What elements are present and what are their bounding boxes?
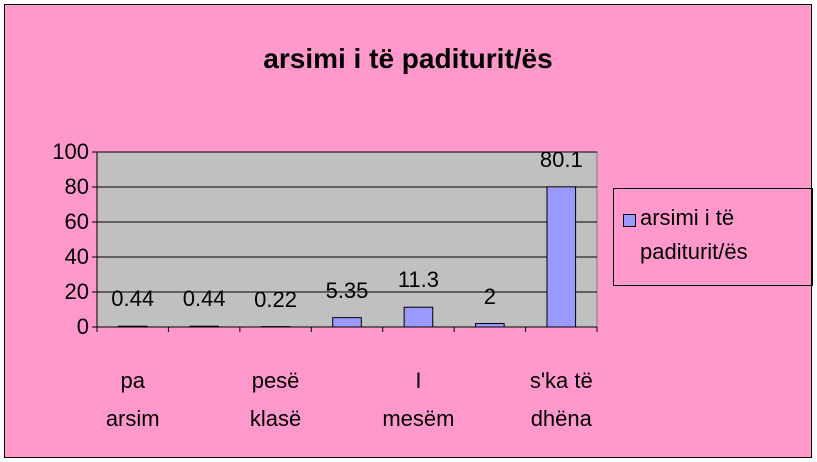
data-label: 0.44	[111, 286, 155, 312]
bar	[475, 323, 505, 328]
y-tick-label: 60	[64, 209, 89, 234]
bar	[403, 306, 434, 328]
y-tick-label: 40	[64, 244, 89, 269]
y-tick-label: 20	[64, 279, 89, 304]
data-label: 5.35	[325, 277, 369, 303]
y-tick-label: 80	[64, 174, 89, 199]
data-label: 0.22	[254, 286, 297, 312]
data-label: 80.1	[539, 146, 583, 172]
plot	[92, 151, 598, 332]
plot-area	[96, 151, 598, 328]
x-tick-label: pa arsim	[105, 368, 160, 431]
legend-swatch	[623, 214, 636, 227]
bar	[546, 186, 577, 328]
data-label: 2	[483, 283, 496, 309]
data-label: 0.44	[182, 286, 226, 312]
bar	[189, 325, 219, 328]
x-tick-label: I mesëm	[382, 368, 455, 431]
x-tick-label: pesë klasë	[249, 368, 302, 431]
y-tick-label: 100	[52, 139, 89, 164]
legend: arsimi i të paditurit/ës	[613, 188, 813, 286]
x-tick-label: s'ka të dhëna	[529, 368, 593, 431]
data-label: 11.3	[397, 267, 440, 293]
legend-label: arsimi i të paditurit/ës	[640, 205, 748, 264]
chart-title: arsimi i të paditurit/ës	[263, 43, 553, 74]
bar	[332, 317, 362, 328]
y-tick-label: 0	[76, 314, 89, 339]
chart: arsimi i të paditurit/ës arsimi i të pad…	[4, 4, 813, 458]
bar	[117, 325, 148, 328]
